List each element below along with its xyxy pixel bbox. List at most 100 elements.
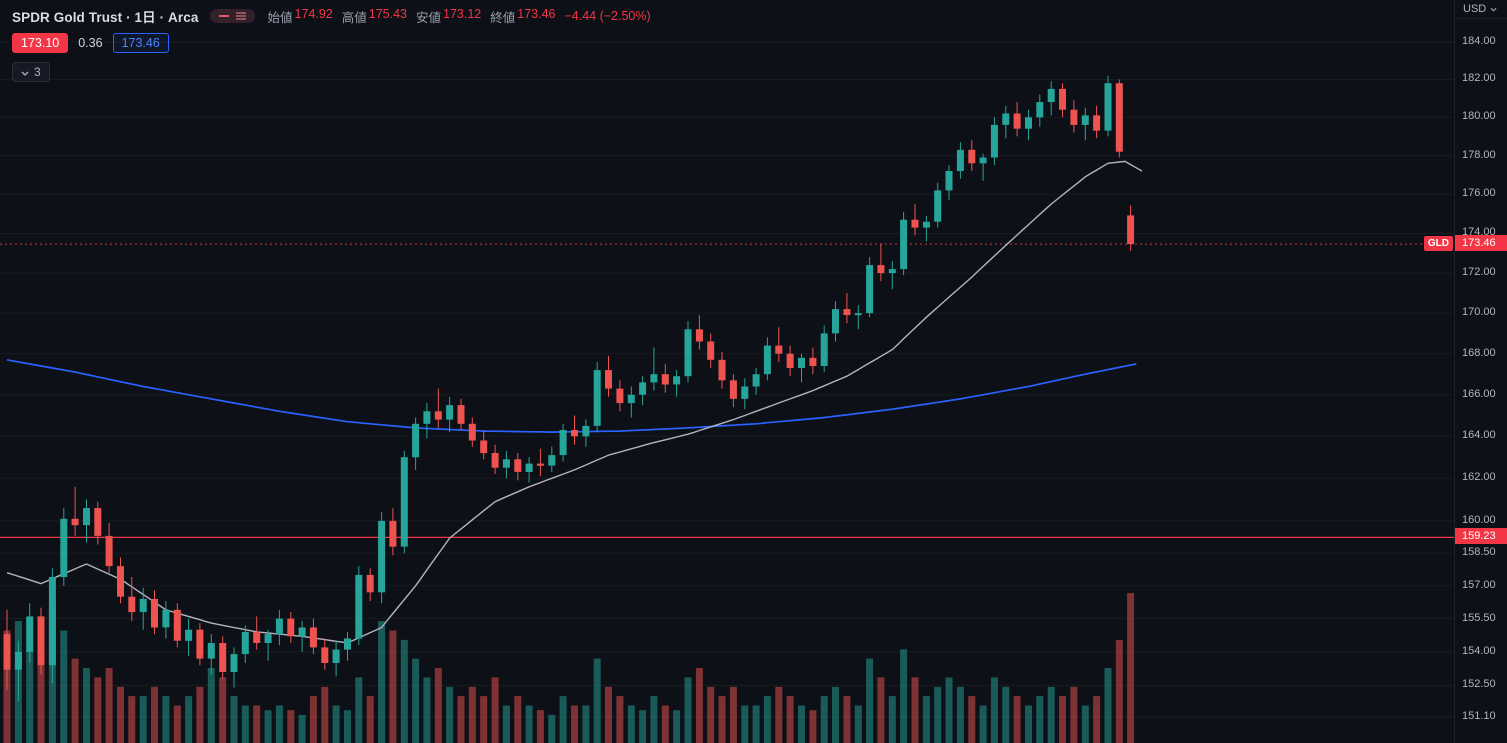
candle-up [922, 221, 930, 228]
candle-up [673, 376, 681, 385]
candle-up [1104, 83, 1112, 131]
candle-down [775, 345, 783, 354]
visibility-toggle-icon[interactable] [219, 12, 230, 20]
ask-price-badge[interactable]: 173.46 [112, 33, 169, 53]
candle-up [934, 190, 942, 222]
candles-layer[interactable] [3, 75, 1135, 702]
volume-bar [1127, 593, 1135, 743]
bid-price-badge[interactable]: 173.10 [12, 33, 69, 53]
candle-down [1127, 215, 1135, 245]
volume-layer[interactable] [3, 593, 1135, 743]
candle-up [752, 374, 760, 387]
candle-up [900, 219, 908, 270]
volume-bar [593, 658, 601, 743]
candle-down [366, 574, 374, 593]
candle-down [1115, 83, 1123, 152]
price-tick-label: 154.00 [1462, 644, 1496, 657]
volume-bar [219, 677, 227, 743]
candle-up [945, 171, 953, 191]
chart-canvas[interactable] [0, 0, 1455, 743]
indicators-collapse-button[interactable]: 3 [12, 62, 50, 82]
candle-up [241, 631, 249, 655]
candle-up [763, 345, 771, 375]
open-label: 始値 [267, 10, 293, 25]
volume-bar [185, 696, 193, 743]
ma-slow-line[interactable] [6, 358, 1137, 433]
high-label: 高値 [341, 10, 367, 25]
volume-bar [832, 686, 839, 743]
candle-up [207, 643, 215, 659]
volume-bar [661, 705, 669, 743]
volume-bar [264, 710, 272, 743]
volume-bar [207, 668, 215, 743]
candle-down [468, 423, 476, 441]
candle-down [718, 359, 726, 381]
candle-down [877, 265, 885, 274]
volume-bar [559, 696, 567, 743]
candle-up [990, 124, 998, 158]
volume-bar [650, 696, 658, 743]
volume-bar [253, 705, 261, 743]
candle-up [866, 265, 874, 314]
candle-down [968, 149, 976, 164]
price-tick-label: 184.00 [1462, 35, 1496, 47]
volume-bar [945, 677, 953, 743]
legend-quick-actions[interactable] [210, 9, 256, 23]
volume-bar [934, 686, 942, 743]
volume-bar [548, 714, 556, 743]
volume-bar [627, 705, 635, 743]
volume-bar [105, 668, 113, 743]
ma-fast-line[interactable] [6, 160, 1143, 644]
grid-layer [0, 41, 1455, 718]
candle-down [173, 609, 181, 641]
candle-down [843, 309, 851, 316]
price-tick-label: 151.10 [1462, 710, 1496, 722]
symbol-title[interactable]: SPDR Gold Trust · 1日 · Arca [12, 10, 199, 25]
volume-bar [775, 686, 783, 743]
volume-bar [1104, 668, 1112, 743]
high-value: 175.43 [368, 6, 407, 21]
volume-bar [605, 686, 612, 743]
volume-bar [1025, 705, 1032, 743]
last-price-label-row: GLD 173.46 [1423, 235, 1507, 252]
volume-bar [888, 696, 896, 743]
price-tick-label: 160.00 [1462, 513, 1496, 526]
volume-bar [900, 649, 908, 743]
candle-down [695, 329, 703, 342]
candle-up [979, 157, 987, 164]
candle-up [332, 649, 340, 663]
chart-legend: SPDR Gold Trust · 1日 · Arca 始値 174.92 高値 1… [12, 6, 651, 82]
volume-bar [83, 668, 90, 743]
volume-bar [1081, 705, 1089, 743]
candle-up [854, 313, 862, 316]
volume-bar [1013, 696, 1021, 743]
currency-selector[interactable]: USD [1455, 0, 1507, 19]
volume-bar [514, 696, 522, 743]
price-tick-label: 166.00 [1462, 387, 1496, 400]
volume-bar [1093, 696, 1101, 743]
candle-down [514, 459, 522, 472]
volume-bar [423, 677, 431, 743]
currency-label: USD [1463, 3, 1487, 15]
last-price-badge[interactable]: 173.46 [1455, 235, 1507, 252]
candle-up [26, 616, 34, 652]
price-tick-label: 172.00 [1462, 266, 1496, 279]
candle-up [83, 508, 90, 526]
candle-up [139, 598, 147, 613]
volume-bar [786, 696, 794, 743]
candle-down [1093, 115, 1101, 131]
price-tick-label: 158.50 [1462, 546, 1496, 559]
price-chart-pane[interactable] [0, 0, 1455, 743]
price-axis[interactable]: USD 184.00 182.00 180.00 178.00 176.00 174.00… [1454, 0, 1507, 743]
candle-down [1059, 88, 1066, 110]
legend-menu-icon[interactable] [236, 12, 247, 20]
candle-down [128, 596, 136, 613]
volume-bar [117, 686, 124, 743]
horizontal-line-price-badge[interactable]: 159.23 [1455, 528, 1507, 545]
volume-bar [321, 686, 329, 743]
candle-up [185, 629, 193, 641]
candle-down [1070, 109, 1078, 125]
candle-up [548, 455, 556, 466]
symbol-badge: GLD [1423, 235, 1453, 251]
price-tick-label: 168.00 [1462, 346, 1496, 359]
